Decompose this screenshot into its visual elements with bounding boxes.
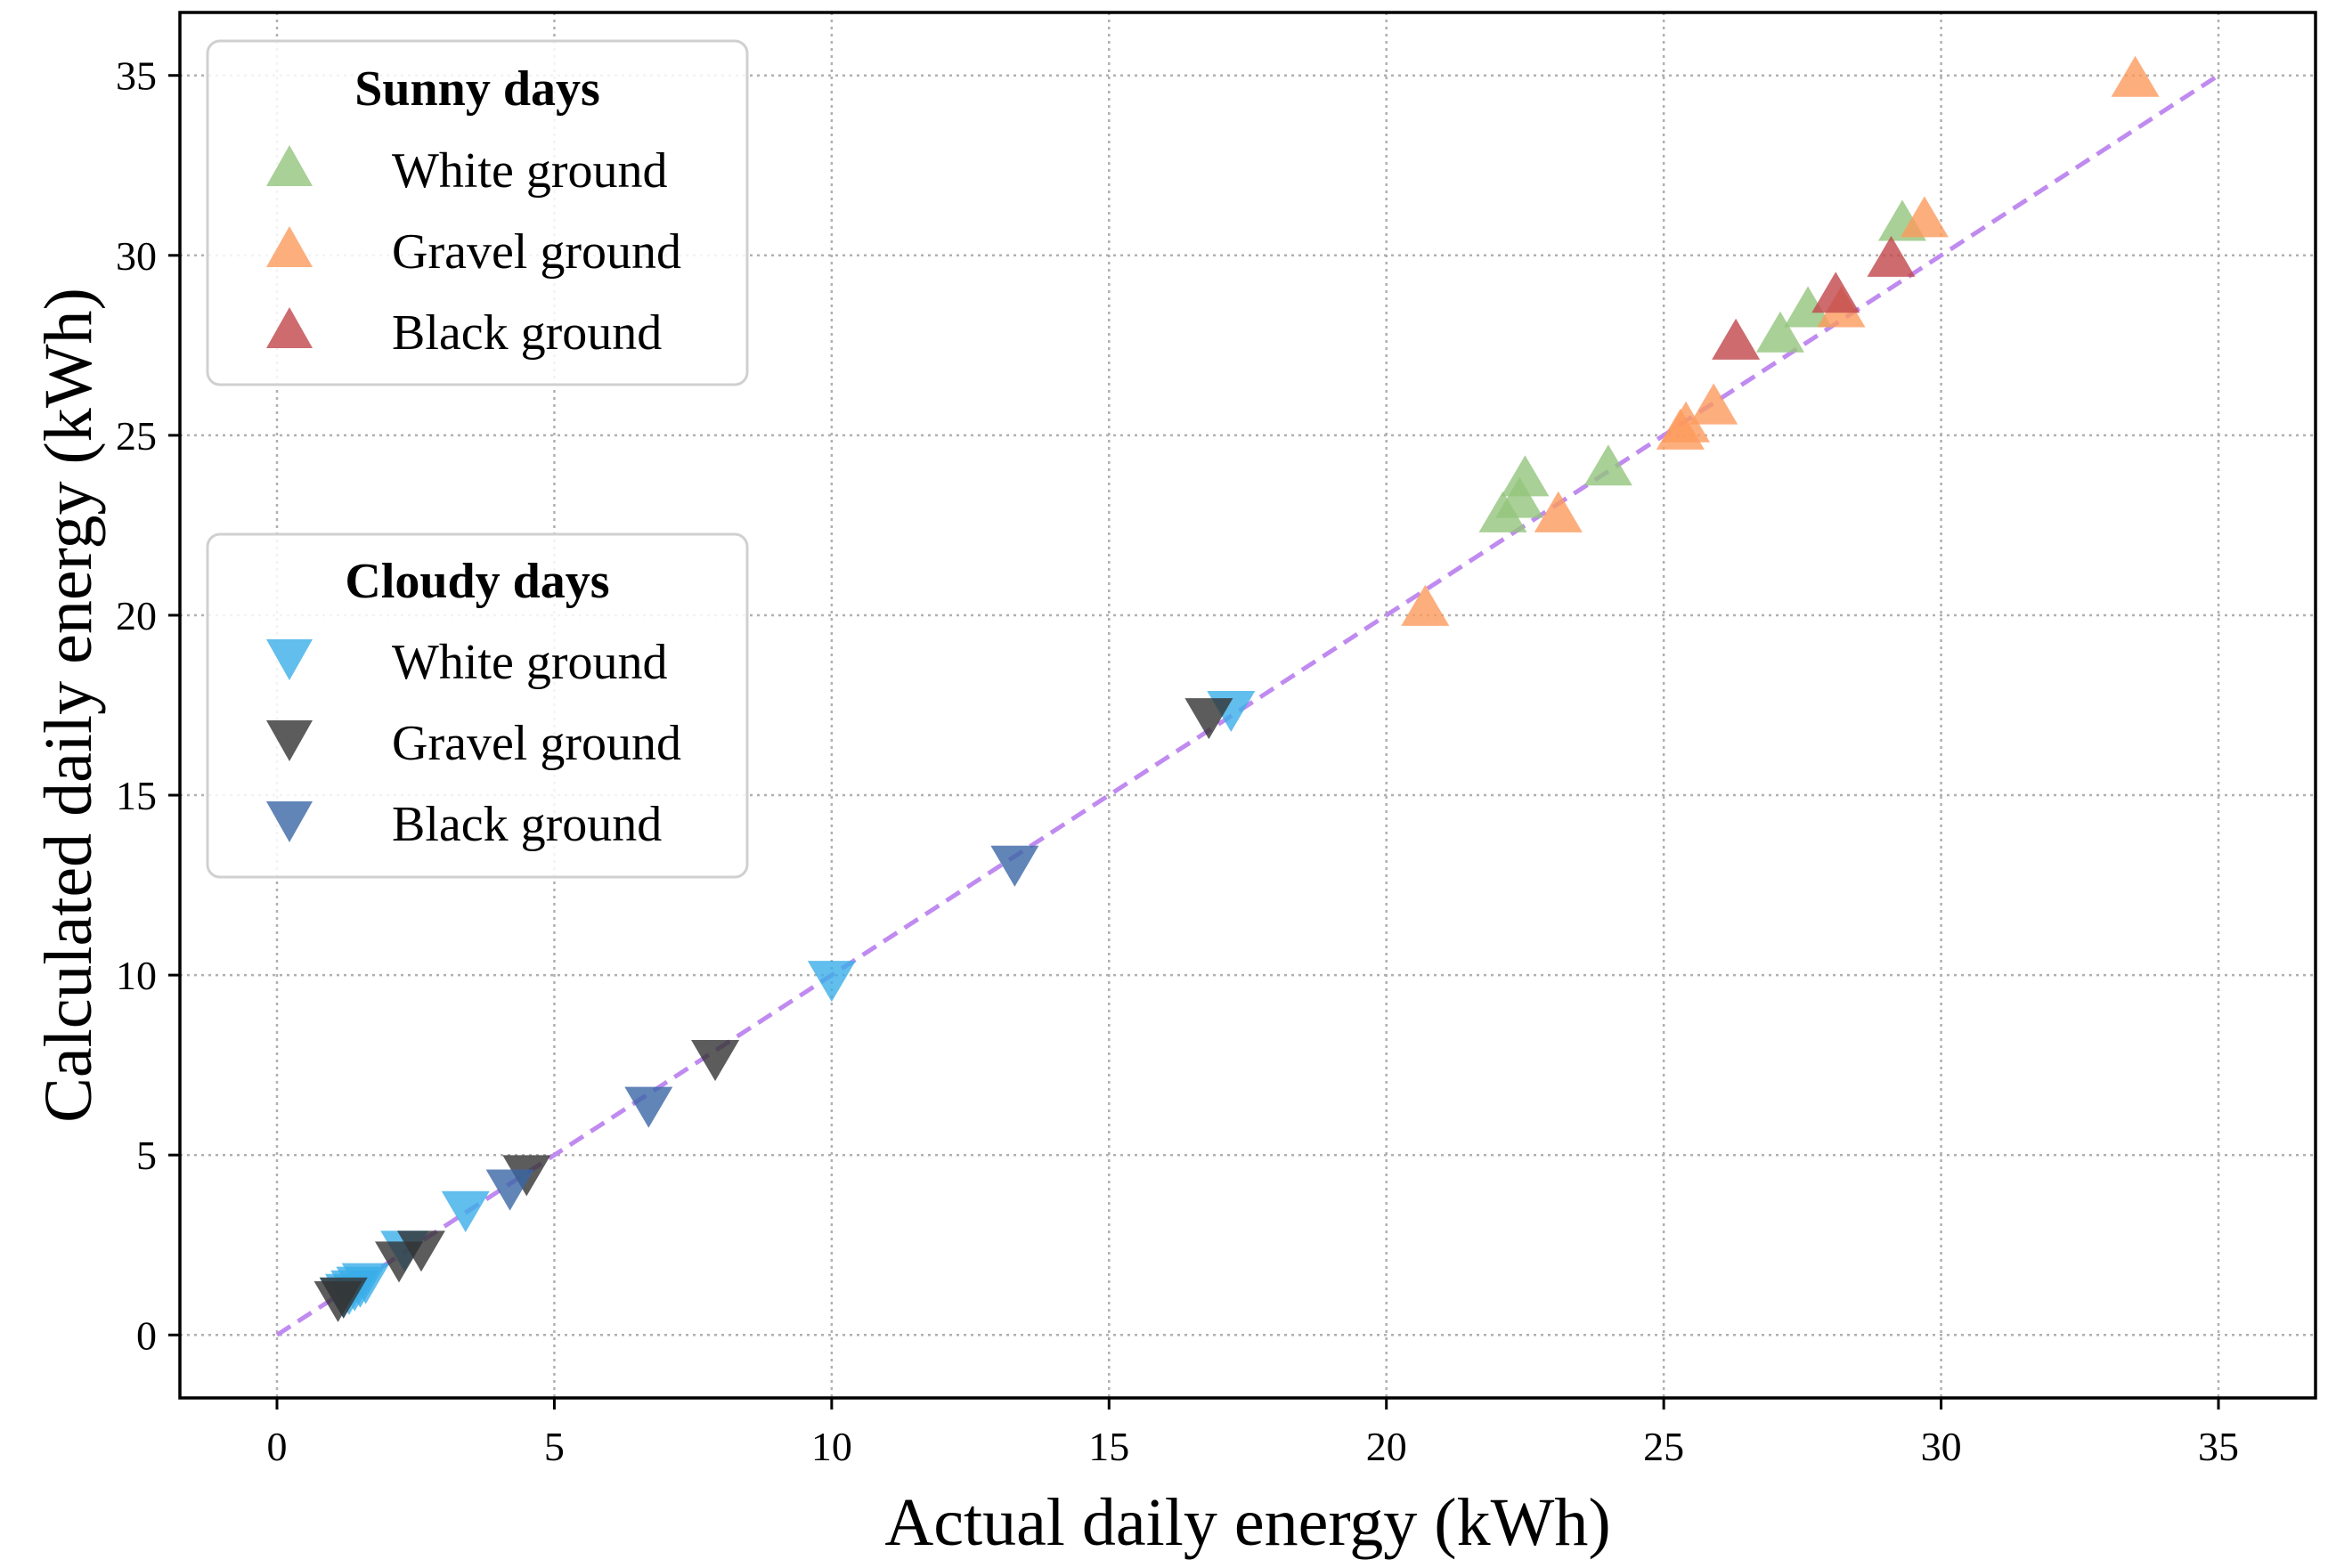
y-tick-label: 35 [116,53,157,99]
x-tick-label: 10 [811,1424,852,1469]
x-tick-label: 5 [544,1424,565,1469]
plot-frame [178,11,2317,1400]
legend-marker-sunny-white [266,145,313,186]
data-point-sunny-gravel [1401,584,1450,626]
legend-label-sunny-black: Black ground [392,305,662,361]
legend-marker-sunny-gravel [266,226,313,267]
legend-label-sunny-gravel: Gravel ground [392,224,681,280]
reference-line-y-equals-x [275,73,2220,1337]
legend-sunny-days: Sunny days White ground Gravel ground Bl… [206,39,749,386]
x-tick-label: 0 [267,1424,288,1469]
data-point-sunny-gravel [1662,401,1711,443]
data-markers [313,55,2160,1322]
y-tick-label: 15 [116,773,157,818]
data-point-cloudy-white [341,1263,390,1304]
legend-marker-cloudy-gravel [266,720,313,761]
legend-label-cloudy-white: White ground [392,635,667,690]
data-point-sunny-white [1501,455,1550,497]
y-tick-label: 25 [116,413,157,459]
data-point-cloudy-white [441,1190,490,1232]
data-point-cloudy-gravel [396,1231,445,1272]
data-point-sunny-white [1755,311,1804,353]
data-point-cloudy-black [485,1169,534,1211]
data-point-sunny-gravel [1900,196,1949,238]
legend-cloudy-days: Cloudy days White ground Gravel ground B… [206,532,749,879]
y-tick-label: 0 [136,1312,157,1358]
data-point-sunny-white [1784,286,1833,328]
data-point-cloudy-black [624,1086,673,1128]
y-axis-label: Calculated daily energy (kWh) [31,288,106,1123]
legend-label-sunny-white: White ground [392,143,667,199]
legend-cloudy-title: Cloudy days [345,554,609,609]
y-tick-label: 20 [116,593,157,638]
legend-marker-cloudy-black [266,801,313,842]
x-tick-label: 25 [1643,1424,1684,1469]
y-tick-label: 30 [116,233,157,279]
data-point-sunny-black [1867,235,1916,277]
legend-label-cloudy-black: Black ground [392,797,662,852]
data-point-sunny-black [1712,318,1761,360]
data-point-sunny-gravel [1534,491,1583,532]
legend-sunny-frame [206,39,749,386]
data-point-cloudy-gravel [691,1040,740,1082]
data-point-sunny-white [1495,476,1544,518]
legend-label-cloudy-gravel: Gravel ground [392,716,681,771]
legend-cloudy-frame [206,532,749,879]
x-axis-label: Actual daily energy (kWh) [884,1485,1610,1560]
data-point-sunny-gravel [2111,55,2160,97]
data-point-cloudy-gravel [1184,698,1233,740]
data-point-sunny-black [1811,272,1860,313]
axis-ticks: 0 5 10 15 20 25 30 35 0 5 10 15 20 25 30 35 [116,53,2239,1469]
x-tick-label: 20 [1366,1424,1407,1469]
legend-marker-sunny-black [266,307,313,348]
data-point-cloudy-white [807,961,856,1003]
y-tick-label: 10 [116,953,157,998]
x-tick-label: 15 [1088,1424,1129,1469]
legend-marker-cloudy-white [266,639,313,680]
data-point-cloudy-black [990,845,1039,887]
legend-sunny-title: Sunny days [354,61,600,117]
data-point-cloudy-gravel [319,1277,368,1319]
data-point-sunny-gravel [1689,383,1738,425]
y-tick-label: 5 [136,1133,157,1178]
data-point-sunny-white [1583,444,1632,486]
x-tick-label: 30 [1921,1424,1962,1469]
x-tick-label: 35 [2198,1424,2239,1469]
